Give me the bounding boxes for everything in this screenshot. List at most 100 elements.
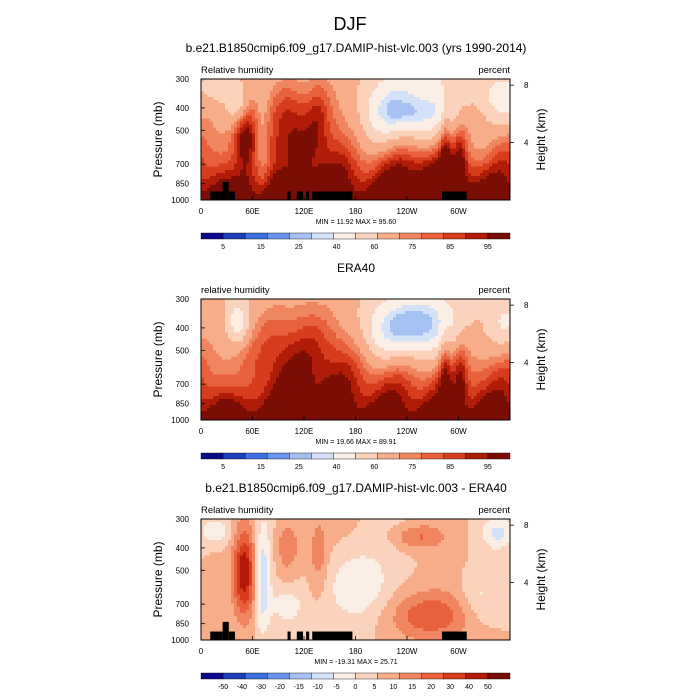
contour-cell — [498, 79, 502, 83]
contour-cell — [375, 100, 379, 104]
contour-cell — [330, 163, 334, 168]
x-tick-label: 60E — [245, 207, 259, 216]
contour-cell — [330, 79, 334, 83]
contour-cell — [285, 136, 289, 141]
contour-cell — [378, 157, 382, 162]
contour-cell — [258, 100, 262, 104]
contour-cell — [384, 121, 388, 125]
contour-cell — [255, 166, 259, 171]
contour-cell — [468, 166, 472, 171]
contour-cell — [204, 118, 208, 122]
contour-cell — [411, 184, 415, 189]
contour-cell — [261, 175, 265, 180]
contour-cell — [483, 145, 487, 150]
contour-cell — [306, 151, 310, 156]
colorbar-label: 15 — [257, 244, 265, 251]
contour-cell — [390, 151, 394, 156]
contour-cell — [471, 160, 475, 165]
contour-cell — [459, 163, 463, 168]
contour-cell — [282, 109, 286, 113]
contour-cell — [306, 121, 310, 125]
contour-cell — [384, 112, 388, 116]
contour-cell — [474, 139, 478, 144]
contour-cell — [330, 154, 334, 159]
contour-cell — [243, 85, 247, 89]
contour-cell — [444, 148, 448, 153]
contour-cell — [267, 157, 271, 162]
contour-cell — [441, 166, 445, 171]
contour-cell — [306, 175, 310, 180]
contour-cell — [225, 103, 229, 107]
contour-cell — [507, 91, 511, 95]
contour-cell — [504, 145, 508, 150]
contour-cell — [486, 88, 490, 92]
contour-cell — [252, 163, 256, 168]
contour-cell — [249, 166, 253, 171]
contour-cell — [483, 100, 487, 104]
contour-cell — [348, 136, 352, 141]
contour-cell — [441, 82, 445, 86]
contour-cell — [447, 166, 451, 171]
contour-cell — [483, 103, 487, 107]
contour-cell — [363, 187, 367, 192]
contour-cell — [492, 175, 496, 180]
contour-cell — [450, 172, 454, 177]
contour-cell — [240, 115, 244, 119]
contour-cell — [219, 172, 223, 177]
contour-cell — [267, 121, 271, 125]
contour-cell — [477, 142, 481, 147]
contour-cell — [213, 145, 217, 150]
contour-cell — [285, 88, 289, 92]
contour-cell — [315, 127, 319, 132]
contour-cell — [471, 148, 475, 153]
contour-cell — [327, 181, 331, 186]
contour-cell — [333, 88, 337, 92]
contour-cell — [504, 103, 508, 107]
contour-cell — [336, 169, 340, 174]
contour-cell — [255, 184, 259, 189]
contour-cell — [300, 118, 304, 122]
contour-cell — [456, 97, 460, 101]
contour-cell — [348, 175, 352, 180]
contour-cell — [375, 88, 379, 92]
contour-cell — [267, 142, 271, 147]
contour-cell — [276, 103, 280, 107]
contour-cell — [267, 133, 271, 138]
contour-cell — [480, 187, 484, 192]
contour-cell — [396, 112, 400, 116]
contour-cell — [234, 163, 238, 168]
contour-cell — [501, 181, 505, 186]
contour-cell — [318, 106, 322, 110]
contour-cell — [267, 103, 271, 107]
contour-cell — [495, 127, 499, 132]
contour-cell — [399, 151, 403, 156]
contour-cell — [411, 79, 415, 83]
contour-cell — [231, 157, 235, 162]
contour-cell — [279, 112, 283, 116]
contour-cell — [408, 157, 412, 162]
contour-cell — [417, 148, 421, 153]
contour-cell — [462, 100, 466, 104]
contour-cell — [243, 142, 247, 147]
contour-cell — [249, 172, 253, 177]
contour-cell — [405, 79, 409, 83]
contour-cell — [276, 172, 280, 177]
contour-cell — [504, 85, 508, 89]
contour-cell — [471, 109, 475, 113]
contour-cell — [225, 160, 229, 165]
contour-cell — [450, 88, 454, 92]
contour-cell — [351, 91, 355, 95]
contour-cell — [471, 133, 475, 138]
contour-cell — [321, 145, 325, 150]
contour-cell — [279, 103, 283, 107]
contour-cell — [303, 106, 307, 110]
contour-cell — [507, 85, 511, 89]
contour-cell — [471, 178, 475, 183]
contour-cell — [240, 103, 244, 107]
contour-cell — [492, 91, 496, 95]
contour-cell — [465, 124, 469, 129]
contour-cell — [501, 91, 505, 95]
contour-cell — [444, 136, 448, 141]
contour-cell — [399, 163, 403, 168]
contour-cell — [210, 91, 214, 95]
